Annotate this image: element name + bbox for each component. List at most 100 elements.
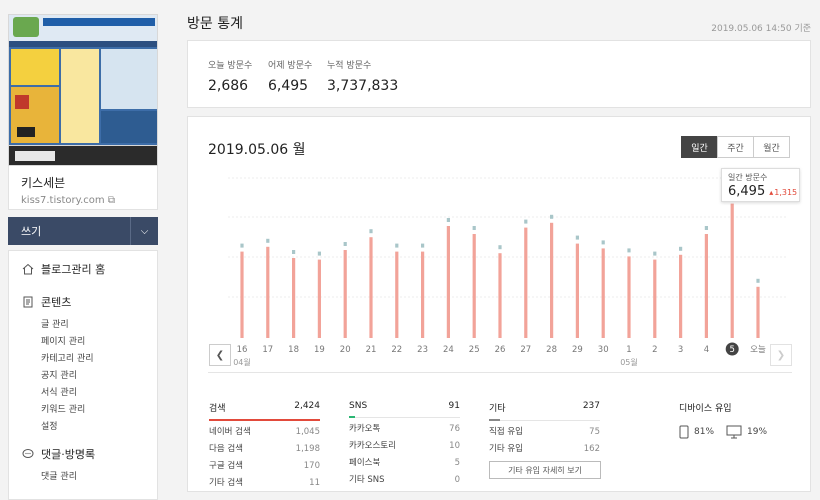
menu-content[interactable]: 콘텐츠 [22, 294, 157, 310]
sidebar: 키스세븐 kiss7.tistory.com ⧉ 쓰기 ⌵ 블로그관리 홈 콘텐… [8, 14, 158, 500]
source-row: 구글 검색 170 [209, 461, 320, 471]
tab-monthly[interactable]: 월간 [753, 136, 790, 158]
menu-item-settings[interactable]: 설정 [41, 422, 58, 432]
x-tick-label: 23 [417, 345, 428, 355]
chart-bar-cap [704, 226, 708, 230]
menu-item-pages[interactable]: 페이지 관리 [41, 337, 86, 347]
x-tick-label: 20 [340, 345, 351, 355]
chart-tooltip: 일간 방문수 6,495 ▴1,315 [721, 168, 800, 202]
chart-bar-cap [343, 242, 347, 246]
main-content: 방문 통계 2019.05.06 14:50 기준 오늘 방문수 2,686 어… [187, 0, 811, 492]
chart-bar [266, 246, 270, 338]
chevron-left-icon: ❮ [215, 349, 225, 361]
x-tick-label: 26 [495, 345, 506, 355]
other-detail-button[interactable]: 기타 유입 자세히 보기 [489, 461, 601, 479]
source-row: 네이버 검색 1,045 [209, 427, 320, 437]
tab-weekly[interactable]: 주간 [717, 136, 754, 158]
blog-thumbnail[interactable] [8, 14, 158, 146]
menu-home[interactable]: 블로그관리 홈 [22, 261, 157, 277]
source-search-bar [209, 419, 320, 421]
menu-item-notices[interactable]: 공지 관리 [41, 371, 77, 381]
chart-bar-cap [756, 278, 760, 283]
source-row: 직접 유입 75 [489, 427, 600, 437]
chart-prev-button[interactable]: ❮ [209, 344, 231, 366]
menu-item-categories[interactable]: 카테고리 관리 [41, 354, 94, 364]
source-row: 기타 SNS 0 [349, 475, 460, 485]
chart-bar [756, 286, 760, 338]
source-row: 카카오스토리 10 [349, 441, 460, 451]
chart-next-button[interactable]: ❯ [770, 344, 792, 366]
chart-bar-cap [601, 240, 605, 245]
chart-bar-cap [446, 218, 450, 222]
source-row: 기타 검색 11 [209, 478, 320, 488]
chevron-down-icon[interactable]: ⌵ [130, 217, 158, 245]
menu-item-posts[interactable]: 글 관리 [41, 320, 69, 330]
stat-total: 누적 방문수 3,737,833 [327, 61, 399, 94]
write-button[interactable]: 쓰기 ⌵ [8, 217, 158, 245]
source-other: 기타 237 직접 유입 75 기타 유입 162 기타 유입 자세히 보기 [489, 401, 601, 479]
chart-bar-cap [627, 248, 631, 253]
chart-bar [653, 259, 657, 338]
chart-bar-cap [575, 235, 579, 240]
stat-yesterday: 어제 방문수 6,495 [268, 61, 313, 94]
x-tick-label: 19 [314, 345, 325, 355]
mobile-icon [679, 425, 689, 439]
visits-bar-chart: 16 17 18 19 20 21 22 23 24 25 26 27 28 29 30 1 2 3 4 5 오늘04월… [228, 177, 788, 367]
chart-bar [498, 253, 502, 338]
chart-bar [524, 227, 528, 338]
chat-bubble-icon [22, 449, 34, 458]
x-tick-label: 오늘 [750, 345, 766, 355]
source-row: 페이스북 5 [349, 458, 460, 468]
chart-bar [704, 234, 708, 338]
menu-item-templates[interactable]: 서식 관리 [41, 388, 77, 398]
x-tick-label: 28 [546, 345, 557, 355]
chart-bar-cap [266, 238, 270, 243]
stat-today: 오늘 방문수 2,686 [208, 61, 253, 94]
chart-bar [627, 256, 631, 338]
chart-bar [601, 248, 605, 338]
sidebar-menu: 블로그관리 홈 콘텐츠 글 관리 페이지 관리 카테고리 관리 공지 관리 서식… [8, 250, 158, 500]
month-label: 05월 [620, 357, 638, 367]
source-other-bar [489, 419, 500, 421]
period-toggle: 일간 주간 월간 [681, 136, 790, 158]
tab-daily[interactable]: 일간 [681, 136, 718, 158]
page-title: 방문 통계 [187, 16, 243, 32]
chart-bar [575, 243, 579, 338]
x-tick-label: 17 [262, 345, 273, 355]
x-tick-label: 30 [598, 345, 609, 355]
chart-bar [679, 254, 683, 338]
source-search: 검색 2,424 네이버 검색 1,045 다음 검색 1,198 구글 검색 170 … [209, 401, 320, 488]
x-tick-label: 16 [237, 345, 248, 355]
chart-bar [472, 234, 476, 338]
desktop-icon [726, 425, 742, 439]
source-sns: SNS 91 카카오톡 76 카카오스토리 10 페이스북 5 기타 SNS 0 [349, 401, 460, 485]
x-tick-label: 25 [469, 345, 480, 355]
device-stats: 디바이스 유입 81% 19% [679, 404, 768, 439]
blog-url[interactable]: kiss7.tistory.com ⧉ [21, 195, 115, 206]
blog-thumbnail-strip [8, 146, 158, 166]
chart-bar-cap [240, 243, 244, 248]
month-label: 04월 [233, 357, 251, 367]
chart-bar-cap [679, 246, 683, 251]
menu-item-keywords[interactable]: 키워드 관리 [41, 405, 86, 415]
chart-bar-cap [421, 243, 425, 248]
x-tick-label: 1 [626, 345, 631, 355]
x-tick-label: 18 [288, 345, 299, 355]
blog-name[interactable]: 키스세븐 [21, 176, 66, 190]
chart-bar-cap [369, 229, 373, 234]
chart-bar-cap [653, 251, 657, 256]
chart-bar-cap [498, 245, 502, 250]
x-tick-label: 2 [652, 345, 657, 355]
chart-bar [730, 203, 734, 338]
menu-comments[interactable]: 댓글·방명록 [22, 446, 157, 462]
menu-item-comments[interactable]: 댓글 관리 [41, 472, 77, 482]
x-tick-label: 29 [572, 345, 583, 355]
updated-timestamp: 2019.05.06 14:50 기준 [711, 24, 811, 34]
delta-up-icon: ▴ [769, 188, 774, 197]
x-tick-label: 22 [391, 345, 402, 355]
chart-bar [240, 251, 244, 338]
chart-bar [550, 222, 554, 338]
x-tick-label: 27 [520, 345, 531, 355]
chart-date: 2019.05.06 월 [208, 142, 306, 158]
chart-bar [395, 251, 399, 338]
